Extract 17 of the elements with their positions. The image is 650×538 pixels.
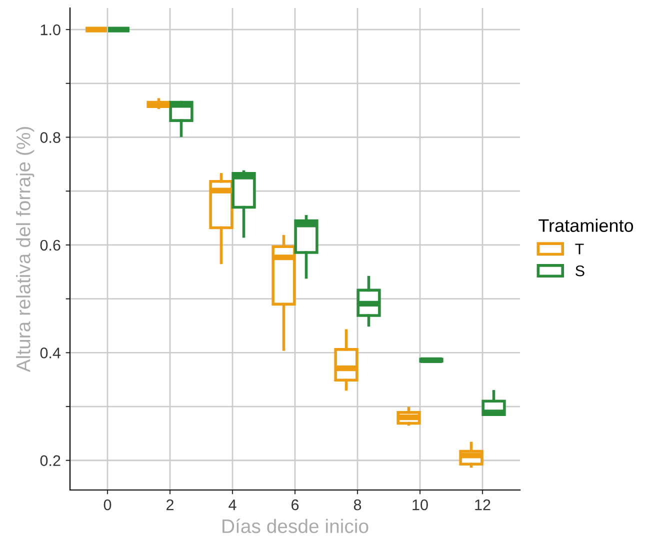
x-tick-label: 6 xyxy=(292,499,299,510)
x-tick-label: 2 xyxy=(166,499,174,510)
legend-label: S xyxy=(576,265,584,276)
x-tick-label: 0 xyxy=(104,499,112,510)
y-tick-label: 0.4 xyxy=(40,348,61,358)
y-tick-label: 1.0 xyxy=(40,24,60,36)
x-tick-label: 10 xyxy=(412,499,428,510)
legend-title: Tratamiento xyxy=(538,218,634,232)
y-axis-title: Altura relativa del forraje (%) xyxy=(16,127,34,372)
x-tick-label: 12 xyxy=(475,499,490,510)
x-tick-label: 8 xyxy=(354,499,362,510)
x-axis-title: Días desde inicio xyxy=(222,518,368,534)
x-tick-label: 4 xyxy=(228,500,236,510)
y-tick-label: 0.8 xyxy=(40,132,60,143)
y-tick-label: 0.2 xyxy=(40,455,60,466)
legend-label: T xyxy=(575,244,584,254)
y-tick-label: 0.6 xyxy=(40,240,60,251)
